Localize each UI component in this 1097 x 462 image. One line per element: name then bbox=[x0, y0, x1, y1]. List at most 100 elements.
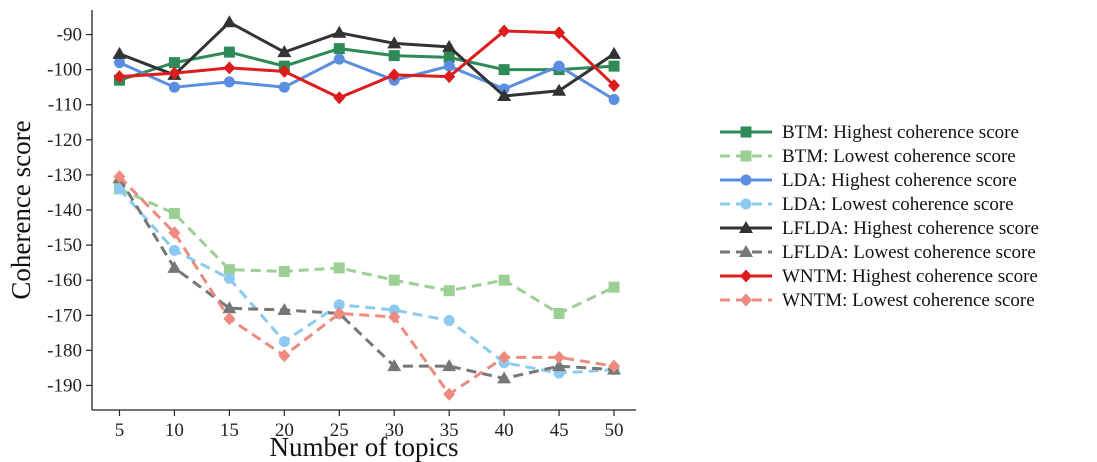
x-tick-label: 50 bbox=[605, 420, 624, 441]
data-point bbox=[223, 264, 235, 276]
data-point bbox=[278, 349, 291, 363]
data-point bbox=[443, 60, 455, 72]
x-tick-label: 30 bbox=[385, 420, 404, 441]
data-point bbox=[388, 274, 400, 286]
legend-entry: LFLDA: Highest coherence score bbox=[720, 218, 1039, 239]
data-point bbox=[388, 310, 401, 324]
plot-area: -90 -100 -110 -120 -130 -140 -150 -160 -170 -180 -… bbox=[47, 10, 636, 441]
y-tick-label: -90 bbox=[57, 25, 82, 46]
data-point bbox=[223, 76, 235, 88]
data-point bbox=[223, 312, 236, 326]
series-line bbox=[118, 57, 615, 101]
data-point bbox=[553, 60, 565, 72]
data-point bbox=[277, 45, 292, 58]
series-4 bbox=[113, 183, 620, 379]
legend-entry: LDA: Lowest coherence score bbox=[720, 194, 1014, 215]
legend-label: BTM: Highest coherence score bbox=[782, 122, 1019, 143]
series-line bbox=[119, 29, 616, 100]
x-tick-label: 5 bbox=[115, 420, 125, 441]
data-point bbox=[498, 64, 510, 76]
data-point bbox=[277, 303, 292, 315]
legend-entry: WNTM: Highest coherence score bbox=[720, 266, 1038, 287]
data-point bbox=[608, 60, 620, 72]
data-point bbox=[387, 359, 402, 372]
data-point bbox=[443, 387, 456, 401]
legend-entry: LFLDA: Lowest coherence score bbox=[720, 242, 1036, 263]
legend-marker bbox=[740, 269, 752, 283]
data-point bbox=[278, 64, 291, 78]
data-point bbox=[168, 66, 181, 80]
data-point bbox=[222, 15, 237, 28]
data-point bbox=[553, 350, 566, 364]
legend-marker bbox=[739, 245, 753, 257]
x-axis-title: Number of topics bbox=[270, 432, 459, 462]
data-point bbox=[388, 304, 400, 316]
data-point bbox=[553, 26, 566, 40]
data-point bbox=[497, 371, 512, 384]
series-line bbox=[119, 47, 615, 82]
data-point bbox=[553, 308, 565, 320]
data-point bbox=[443, 285, 455, 297]
series-7 bbox=[113, 24, 621, 105]
legend: BTM: Highest coherence score BTM: Lowest … bbox=[720, 122, 1039, 311]
data-point bbox=[333, 43, 345, 55]
data-point bbox=[167, 260, 182, 273]
data-point bbox=[498, 350, 511, 364]
data-point bbox=[223, 61, 236, 75]
data-point bbox=[278, 336, 290, 348]
series-2 bbox=[113, 183, 620, 320]
data-point bbox=[333, 262, 345, 274]
legend-label: LFLDA: Highest coherence score bbox=[782, 218, 1039, 239]
data-point bbox=[552, 83, 567, 96]
legend-label: WNTM: Lowest coherence score bbox=[782, 290, 1035, 311]
legend-label: LFLDA: Lowest coherence score bbox=[782, 242, 1036, 263]
series-layer bbox=[112, 15, 622, 401]
series-1 bbox=[113, 43, 620, 86]
legend-label: WNTM: Highest coherence score bbox=[782, 266, 1038, 287]
y-tick-label: -190 bbox=[47, 375, 82, 396]
data-point bbox=[387, 36, 402, 49]
data-point bbox=[442, 39, 457, 52]
data-point bbox=[113, 70, 126, 84]
x-tick-label: 40 bbox=[495, 420, 514, 441]
data-point bbox=[168, 81, 180, 93]
legend-entry: LDA: Highest coherence score bbox=[720, 170, 1017, 191]
x-tick-label: 25 bbox=[330, 420, 349, 441]
legend-entry: WNTM: Lowest coherence score bbox=[720, 290, 1035, 311]
legend-label: LDA: Lowest coherence score bbox=[782, 194, 1014, 215]
data-point bbox=[332, 25, 347, 38]
y-axis-title: Coherence score bbox=[6, 120, 36, 299]
legend-marker bbox=[740, 198, 752, 210]
data-point bbox=[608, 78, 621, 92]
data-point bbox=[608, 93, 620, 105]
series-line bbox=[118, 187, 615, 316]
legend-marker bbox=[740, 126, 752, 138]
series-3 bbox=[113, 53, 620, 105]
data-point bbox=[608, 359, 621, 373]
x-tick-label: 20 bbox=[275, 420, 294, 441]
y-tick-label: -160 bbox=[47, 270, 82, 291]
legend-entry: BTM: Lowest coherence score bbox=[720, 146, 1016, 167]
data-point bbox=[112, 46, 127, 59]
series-5 bbox=[112, 15, 622, 101]
data-point bbox=[442, 359, 457, 372]
y-ticks: -90 -100 -110 -120 -130 -140 -150 -160 -170 -180 -… bbox=[47, 25, 92, 396]
x-tick-label: 35 bbox=[440, 420, 459, 441]
y-tick-label: -180 bbox=[47, 340, 82, 361]
legend-entry: BTM: Highest coherence score bbox=[720, 122, 1019, 143]
series-line bbox=[118, 177, 615, 380]
x-tick-label: 15 bbox=[220, 420, 239, 441]
y-tick-label: -130 bbox=[47, 165, 82, 186]
data-point bbox=[498, 24, 511, 38]
legend-label: BTM: Lowest coherence score bbox=[782, 146, 1016, 167]
data-point bbox=[333, 91, 346, 105]
series-8 bbox=[113, 170, 621, 401]
data-point bbox=[333, 299, 345, 311]
data-point bbox=[552, 359, 567, 372]
data-point bbox=[388, 68, 401, 82]
series-6 bbox=[112, 171, 622, 384]
data-point bbox=[168, 244, 180, 256]
y-tick-label: -140 bbox=[47, 200, 82, 221]
data-point bbox=[333, 307, 346, 321]
